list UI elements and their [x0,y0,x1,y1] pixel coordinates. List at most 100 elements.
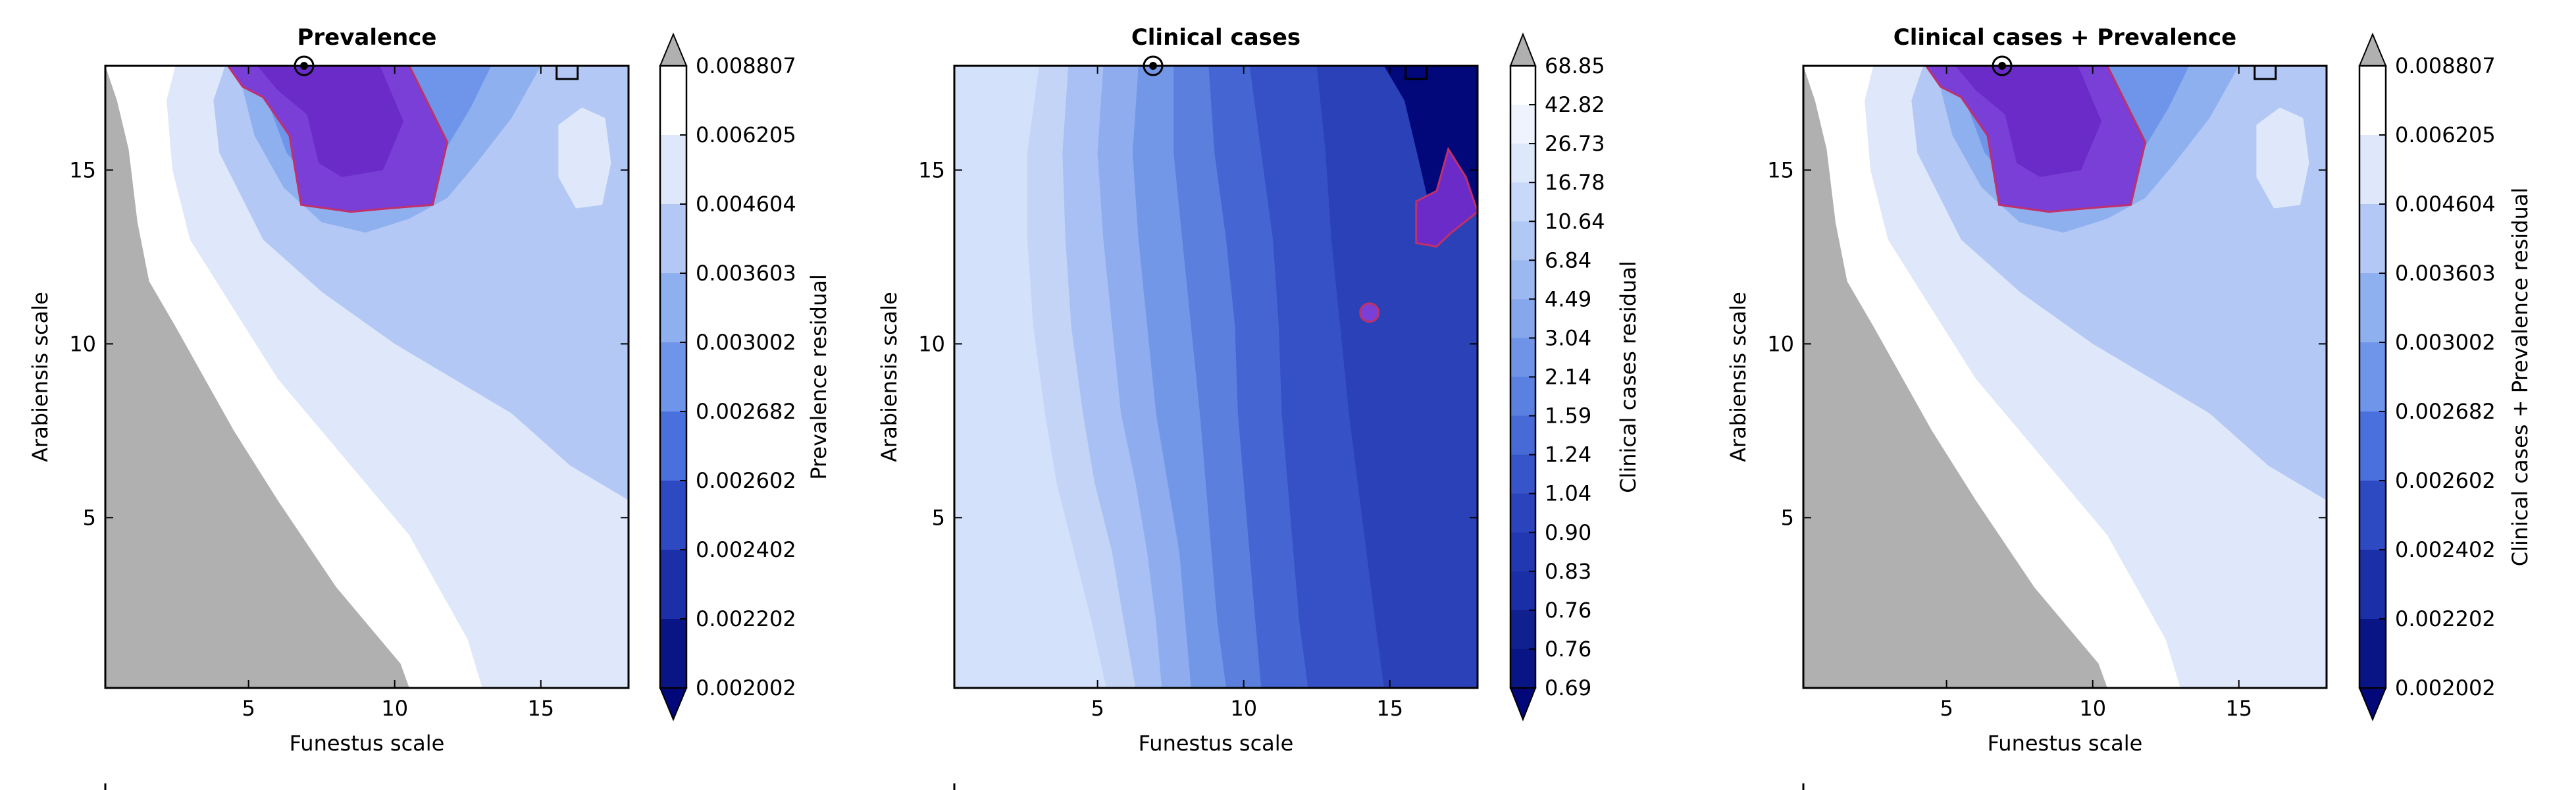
x-axis-label: Funestus scale [290,731,445,756]
x-tick-label: 5 [1940,696,1953,721]
colorbar-segment [1510,610,1535,650]
colorbar-tick-label: 0.002002 [696,675,796,700]
colorbar-segment [660,619,686,689]
contour-region-purple-inner [1955,66,2101,177]
x-tick-label: 5 [1091,696,1104,721]
colorbar-segment [1510,532,1535,572]
colorbar-extend-bottom [2358,687,2387,722]
colorbar-segment [2359,66,2386,136]
x-tick-label: 10 [2079,696,2106,721]
colorbar-segment [1510,260,1535,300]
contour-region-gray [105,66,409,688]
colorbar-segment [660,273,686,343]
contour-region-blob [2256,107,2309,209]
axes-frame [104,65,630,689]
colorbar-tick-label: 42.82 [1545,92,1605,117]
colorbar-segment [660,66,686,136]
colorbar-extend-top [1509,32,1537,66]
colorbar-tick-label: 0.76 [1545,637,1591,662]
y-axis-label: Arabiensis scale [877,292,902,462]
y-tick-label: 5 [83,505,96,530]
colorbar-tick-label: 0.004604 [696,192,796,217]
colorbar-tick-label: 0.008807 [696,53,796,78]
colorbar-tick-label: 3.04 [1545,325,1591,350]
colorbar-tick-label: 0.83 [1545,559,1591,584]
colorbar-segment [1510,299,1535,339]
panel-title: Prevalence [297,24,437,51]
y-tick-label: 5 [1781,505,1794,530]
colorbar-segment [2359,135,2386,205]
colorbar-label: Prevalence residual [806,274,831,480]
colorbar-tick-label: 6.84 [1545,248,1591,273]
y-tick-label: 10 [918,331,945,356]
colorbar-frame [659,65,688,689]
colorbar: 0.008807 0.006205 0.004604 0.003603 0.003002… [2358,32,2533,722]
contour-region-light [167,66,629,688]
colorbar-tick-label: 0.004604 [2395,192,2496,217]
x-tick-label: 15 [527,696,554,721]
colorbar-segment [1510,493,1535,533]
colorbar-segment [1510,66,1535,105]
colorbar-tick-label: 0.002682 [2395,399,2496,424]
colorbar-tick-label: 0.002002 [2395,675,2496,700]
colorbar-segment [2359,204,2386,274]
colorbar: 68.85 42.82 26.73 16.78 10.64 6.84 4.49 3.04 2.1… [1509,32,1641,722]
y-axis-label: Arabiensis scale [1726,292,1751,462]
panel-title: Clinical cases + Prevalence [1893,24,2237,51]
contour-region-gray [1803,66,2107,688]
x-tick-label: 5 [242,696,255,721]
y-tick-label: 15 [69,157,96,182]
x-axis-label: Funestus scale [1139,731,1294,756]
y-tick-label: 10 [69,331,96,356]
colorbar-tick-label: 0.003603 [696,261,796,286]
colorbar-tick-label: 0.002602 [696,468,796,493]
colorbar-tick-label: 0.002402 [696,537,796,562]
colorbar-tick-label: 0.008807 [2395,53,2496,78]
colorbar-segment [1510,144,1535,183]
plot-area [1803,66,2327,688]
colorbar-extend-bottom [1509,687,1537,722]
colorbar-segment [2359,481,2386,550]
panel-3: 5 10 15 5 10 15 Clinical cases + Prevalence Fun… [1726,24,2533,790]
x-tick-label: 15 [1376,696,1403,721]
colorbar-segment [660,135,686,205]
colorbar-segment [1510,415,1535,456]
colorbar-tick-label: 16.78 [1545,170,1605,195]
colorbar-segment [2359,619,2386,689]
colorbar-extend-top [659,32,688,66]
colorbar-extend-top [2358,32,2387,66]
colorbar-segment [2359,273,2386,343]
y-tick-label: 10 [1767,331,1794,356]
colorbar-segment [1510,182,1535,222]
x-tick-label: 15 [2225,696,2252,721]
x-tick-label: 10 [381,696,408,721]
colorbar-tick-label: 26.73 [1545,131,1605,156]
colorbar-segment [660,204,686,274]
colorbar-segment [1510,454,1535,494]
colorbar-segment [660,342,686,412]
plot-area [105,66,629,688]
contour-region-light [1865,66,2327,688]
colorbar-tick-label: 0.002202 [2395,606,2496,631]
colorbar-segment [1510,105,1535,144]
colorbar-segment [1510,377,1535,417]
colorbar-tick-label: 0.003603 [2395,261,2496,286]
colorbar-segment [1510,338,1535,378]
colorbar-tick-label: 0.002602 [2395,468,2496,493]
colorbar: 0.008807 0.006205 0.004604 0.003603 0.003002… [659,32,831,722]
y-axis-label: Arabiensis scale [28,292,53,462]
colorbar-segment [660,481,686,550]
axes-frame [953,65,1479,689]
colorbar-tick-label: 1.59 [1545,404,1591,429]
y-tick-label: 15 [1767,157,1794,182]
contour-region-white [1803,66,2180,688]
colorbar-tick-label: 0.006205 [2395,122,2496,147]
colorbar-segment [2359,342,2386,412]
colorbar-label: Clinical cases + Prevalence residual [2508,188,2533,566]
contour-region-purple-inner [257,66,403,177]
colorbar-extend-bottom [659,687,688,722]
colorbar-label: Clinical cases residual [1616,261,1641,493]
panel-1: 5 10 15 5 10 15 Prevalence Funestus scale Arabie… [28,24,831,790]
contour-purple-patch [1415,147,1478,248]
